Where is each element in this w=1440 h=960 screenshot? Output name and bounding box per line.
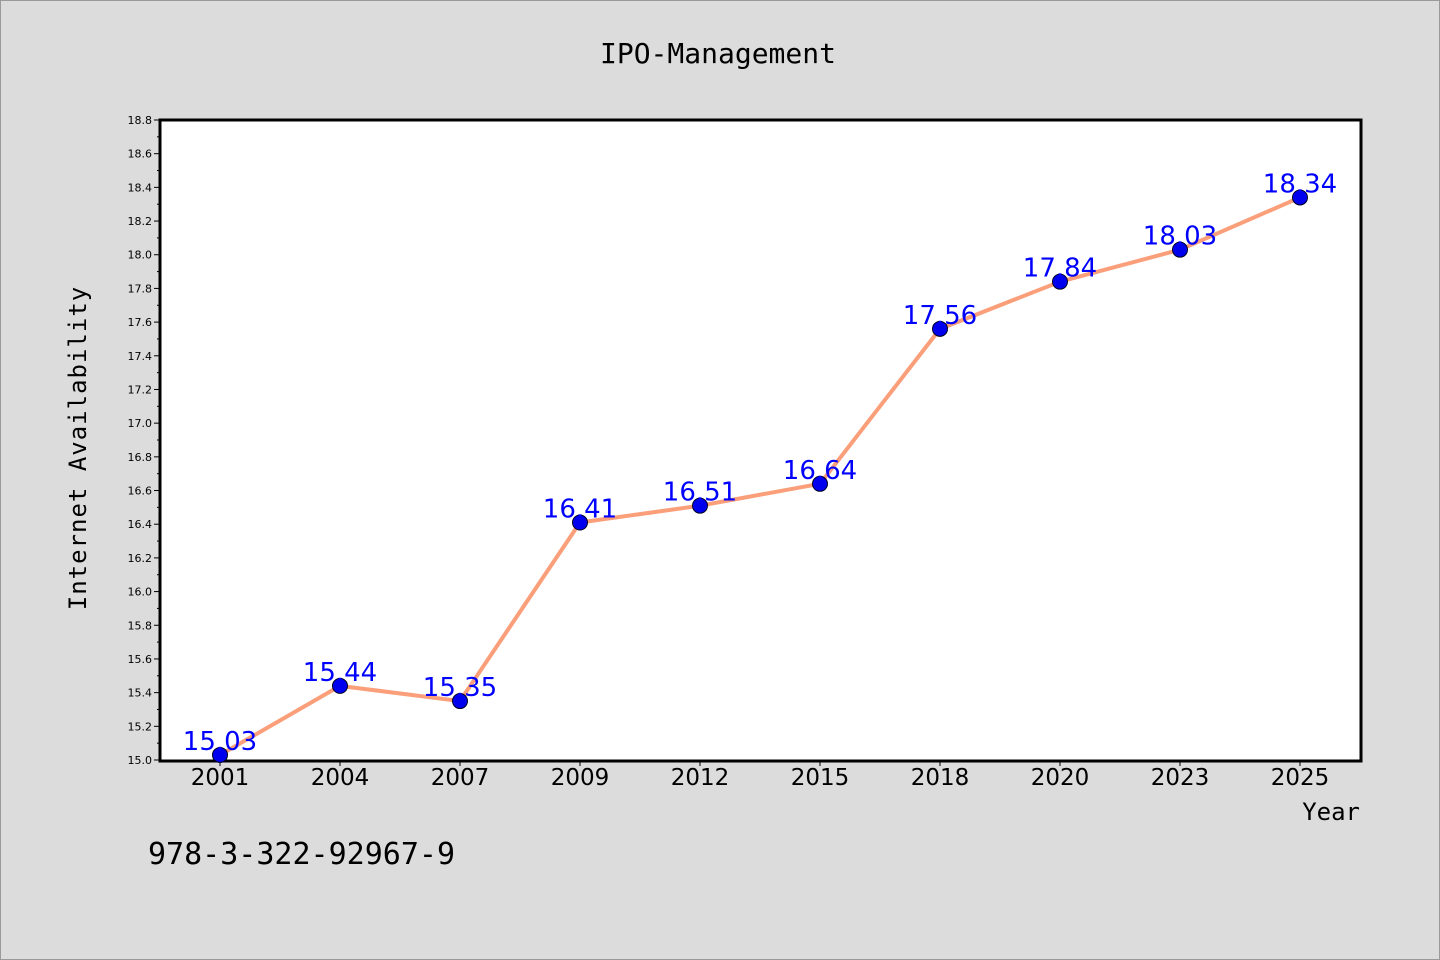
data-point (452, 693, 468, 710)
x-tick-label: 2015 (791, 765, 850, 791)
y-tick-label: 16.6 (128, 485, 153, 498)
data-point (1172, 241, 1188, 258)
y-tick-label: 16.2 (128, 552, 153, 565)
data-point (812, 475, 828, 492)
x-tick-label: 2009 (551, 765, 610, 791)
data-point (1052, 273, 1068, 290)
y-tick-label: 18.8 (128, 114, 153, 127)
y-tick-label: 18.4 (128, 181, 153, 194)
data-label: 15.44 (303, 658, 377, 688)
data-label: 18.03 (1143, 222, 1217, 252)
y-tick-label: 17.8 (128, 282, 153, 295)
x-tick-label: 2023 (1151, 765, 1210, 791)
plot-area (158, 118, 1363, 763)
data-label: 16.51 (663, 478, 737, 508)
y-tick-label: 15.0 (128, 754, 153, 767)
series-line (219, 195, 1301, 757)
y-tick-label: 17.0 (128, 417, 153, 430)
footer-identifier: 978-3-322-92967-9 (148, 837, 455, 872)
data-label: 16.41 (543, 495, 617, 525)
x-tick-label: 2025 (1271, 765, 1330, 791)
x-tick-label: 2001 (191, 765, 250, 791)
data-point (332, 677, 348, 694)
y-tick-label: 15.2 (128, 720, 153, 733)
data-point (212, 746, 228, 763)
x-tick-label: 2018 (911, 765, 970, 791)
y-tick-label: 18.0 (128, 249, 153, 262)
data-label: 18.34 (1263, 169, 1337, 199)
data-labels: 15.03 15.44 15.35 16.41 16.51 16.64 17.56 17.84… (183, 169, 1337, 756)
y-tick-label: 15.8 (128, 619, 153, 632)
y-tick-label: 18.2 (128, 215, 153, 228)
y-tick-label: 15.4 (128, 687, 153, 700)
data-label: 17.84 (1023, 254, 1097, 284)
data-point (572, 514, 588, 531)
data-point (692, 497, 708, 514)
x-axis-label: Year (1302, 798, 1360, 826)
series-line-group (219, 195, 1301, 757)
data-label: 15.03 (183, 727, 257, 757)
y-tick-label: 16.4 (128, 518, 153, 531)
y-tick-label: 17.4 (128, 350, 153, 363)
x-tick-label: 2012 (671, 765, 730, 791)
x-tick-label: 2020 (1031, 765, 1090, 791)
series-markers (212, 189, 1308, 763)
x-axis: 2001 2004 2007 2009 2012 2015 2018 2020 2023 2025 (191, 760, 1330, 791)
y-tick-label: 15.6 (128, 653, 153, 666)
data-point (1292, 189, 1308, 206)
data-label: 15.35 (423, 673, 497, 703)
data-label: 17.56 (903, 301, 977, 331)
y-axis-label: Internet Availability (64, 286, 92, 610)
y-tick-label: 16.0 (128, 586, 153, 599)
y-tick-label: 16.8 (128, 451, 153, 464)
x-tick-label: 2007 (431, 765, 490, 791)
x-tick-label: 2004 (311, 765, 370, 791)
chart-title: IPO-Management (600, 37, 836, 70)
y-tick-label: 17.6 (128, 316, 153, 329)
y-tick-label: 18.6 (128, 148, 153, 161)
y-tick-label: 17.2 (128, 383, 153, 396)
data-point (932, 320, 948, 337)
y-axis: 15.0 15.2 15.4 15.6 15.8 16.0 16.2 16.4 16.6 16.8… (128, 114, 160, 767)
data-label: 16.64 (783, 456, 857, 486)
